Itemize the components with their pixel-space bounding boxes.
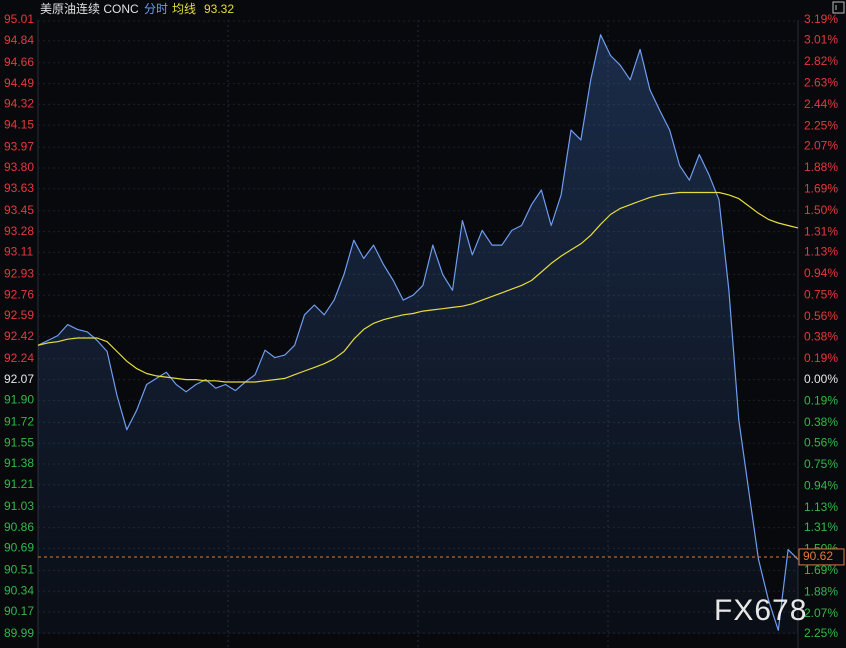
y-tick-label: 92.24	[4, 351, 34, 365]
y2-tick-label: 1.31%	[804, 520, 838, 534]
y2-tick-label: 2.07%	[804, 139, 838, 153]
y-tick-label: 92.93	[4, 267, 34, 281]
y-tick-label: 90.17	[4, 604, 34, 618]
y-tick-label: 94.84	[4, 33, 34, 47]
y-tick-label: 91.90	[4, 393, 34, 407]
y2-tick-label: 2.44%	[804, 97, 838, 111]
y-tick-label: 91.21	[4, 477, 34, 491]
y-tick-label: 91.72	[4, 415, 34, 429]
y-tick-label: 93.28	[4, 224, 34, 238]
y-tick-label: 90.69	[4, 541, 34, 555]
y2-tick-label: 2.25%	[804, 626, 838, 640]
y-tick-label: 93.63	[4, 181, 34, 195]
y-tick-label: 89.99	[4, 626, 34, 640]
y2-tick-label: 1.69%	[804, 563, 838, 577]
y-tick-label: 90.34	[4, 583, 34, 597]
legend-price: 分时	[144, 2, 168, 16]
y2-tick-label: 0.94%	[804, 478, 838, 492]
y-tick-label: 92.07	[4, 372, 34, 386]
plot	[37, 20, 799, 634]
y-tick-label: 91.38	[4, 456, 34, 470]
y-tick-label: 92.76	[4, 287, 34, 301]
y2-tick-label: 0.56%	[804, 309, 838, 323]
y-tick-label: 94.15	[4, 117, 34, 131]
y2-tick-label: 1.31%	[804, 224, 838, 238]
legend-average: 均线	[172, 2, 196, 16]
y2-tick-label: 1.88%	[804, 160, 838, 174]
y2-tick-label: 0.38%	[804, 415, 838, 429]
y-tick-label: 90.86	[4, 520, 34, 534]
y2-tick-label: 0.75%	[804, 457, 838, 471]
y2-tick-label: 1.13%	[804, 245, 838, 259]
y2-tick-label: 0.56%	[804, 435, 838, 449]
chart-title: 美原油连续 CONC	[40, 1, 139, 16]
y-tick-label: 90.51	[4, 563, 34, 577]
y2-tick-label: 1.50%	[804, 203, 838, 217]
settings-icon[interactable]	[832, 1, 845, 14]
price-line	[37, 34, 799, 631]
y2-tick-label: 1.13%	[804, 500, 838, 514]
y-tick-label: 94.66	[4, 55, 34, 69]
y2-tick-label: 1.69%	[804, 181, 838, 195]
y2-tick-label: 2.25%	[804, 118, 838, 132]
y-tick-label: 91.55	[4, 435, 34, 449]
y2-tick-label: 0.19%	[804, 351, 838, 365]
y-tick-label: 95.01	[4, 12, 34, 26]
y-tick-label: 94.32	[4, 97, 34, 111]
y2-tick-label: 2.07%	[804, 606, 838, 620]
y2-tick-label: 0.75%	[804, 288, 838, 302]
last-price-tag: 90.62	[803, 549, 833, 563]
average-value: 93.32	[204, 2, 234, 16]
y2-tick-label: 2.82%	[804, 54, 838, 68]
y2-tick-label: 0.38%	[804, 329, 838, 343]
y-tick-label: 92.59	[4, 308, 34, 322]
y-tick-label: 93.80	[4, 160, 34, 174]
y2-tick-label: 1.88%	[804, 584, 838, 598]
y-tick-label: 94.49	[4, 76, 34, 90]
y2-tick-label: 0.19%	[804, 394, 838, 408]
y-tick-label: 92.42	[4, 329, 34, 343]
y2-tick-label: 3.01%	[804, 32, 838, 46]
y2-tick-label: 0.94%	[804, 266, 838, 280]
y-tick-label: 93.11	[4, 245, 33, 259]
y2-tick-label: 2.63%	[804, 75, 838, 89]
y-tick-label: 93.45	[4, 203, 34, 217]
y2-tick-label: 0.00%	[804, 372, 838, 386]
y-tick-label: 93.97	[4, 139, 34, 153]
y-tick-label: 91.03	[4, 499, 34, 513]
last-price-tag-box	[798, 548, 845, 566]
y2-tick-label: 3.19%	[804, 12, 838, 26]
watermark: FX678	[714, 594, 807, 627]
average-line	[37, 191, 799, 383]
price-area	[38, 34, 798, 634]
